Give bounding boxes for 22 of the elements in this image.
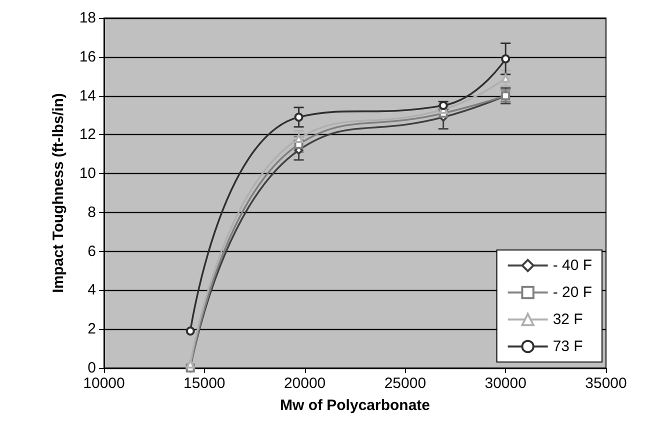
y-tick-label: 2 — [88, 320, 96, 338]
x-axis-title: Mw of Polycarbonate — [280, 397, 430, 414]
y-tick-label: 6 — [88, 242, 96, 260]
x-tick-label: 30000 — [484, 375, 526, 392]
legend-label: - 20 F — [552, 284, 592, 301]
y-tick-label: 16 — [79, 48, 96, 66]
legend-label: - 40 F — [552, 257, 592, 274]
x-tick-label: 15000 — [184, 375, 226, 392]
y-axis-title: Impact Toughness (ft-lbs/in) — [50, 93, 67, 293]
y-tick-label: 4 — [88, 282, 96, 299]
x-tick-label: 20000 — [284, 375, 326, 392]
y-tick-label: 12 — [79, 126, 96, 144]
x-tick-label: 10000 — [83, 375, 125, 392]
legend-label: 73 F — [552, 338, 583, 355]
y-tick-label: 10 — [79, 165, 96, 182]
x-tick-label: 25000 — [384, 375, 426, 392]
y-tick-label: 0 — [88, 360, 96, 376]
y-tick-label: 14 — [79, 87, 96, 104]
y-tick-label: 18 — [79, 10, 96, 26]
y-tick-label: 8 — [88, 204, 96, 221]
x-tick-label: 35000 — [585, 375, 627, 392]
legend-label: 32 F — [552, 311, 583, 328]
